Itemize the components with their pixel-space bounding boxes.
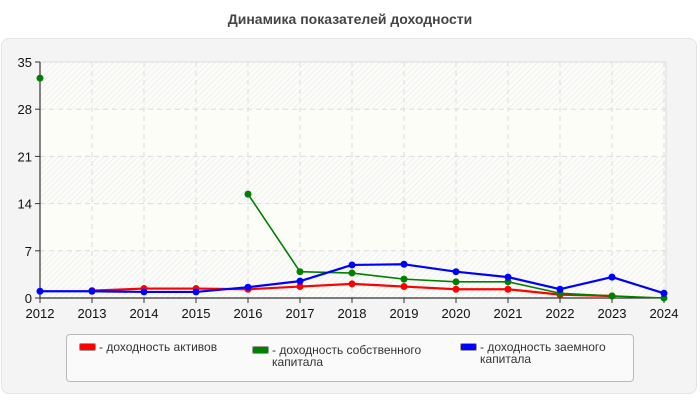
data-point xyxy=(244,283,252,291)
x-tick-label: 2016 xyxy=(234,306,263,321)
y-tick-label: 21 xyxy=(18,149,32,164)
x-tick-label: 2013 xyxy=(78,306,107,321)
data-point xyxy=(140,288,148,296)
data-point xyxy=(88,287,96,295)
data-point xyxy=(400,260,408,268)
data-point xyxy=(400,283,408,291)
legend-label: - доходность активов xyxy=(99,340,218,354)
blue-swatch-icon xyxy=(460,343,477,351)
y-tick-label: 35 xyxy=(18,55,32,70)
data-point xyxy=(452,278,460,286)
y-tick-label: 28 xyxy=(18,102,32,117)
y-tick-label: 14 xyxy=(18,197,32,212)
data-point xyxy=(36,74,44,82)
series-2 xyxy=(36,260,668,297)
data-point xyxy=(348,261,356,269)
y-tick-label: 7 xyxy=(25,244,32,259)
red-swatch-icon xyxy=(79,343,96,351)
data-point xyxy=(400,275,408,283)
data-point xyxy=(192,288,200,296)
data-point xyxy=(504,273,512,281)
data-point xyxy=(296,277,304,285)
data-point xyxy=(296,283,304,291)
data-point xyxy=(348,269,356,277)
legend-label: - доходность заемного капитала xyxy=(480,340,606,366)
y-tick-label: 0 xyxy=(25,291,32,306)
data-point xyxy=(36,287,44,295)
x-tick-label: 2021 xyxy=(494,306,523,321)
legend-label: - доходность собственного капитала xyxy=(272,343,422,369)
green-swatch-icon xyxy=(252,346,269,354)
data-point xyxy=(296,268,304,276)
x-tick-label: 2024 xyxy=(650,306,679,321)
chart-title: Динамика показателей доходности xyxy=(227,11,473,27)
x-tick-label: 2012 xyxy=(26,306,55,321)
data-point xyxy=(452,285,460,293)
data-point xyxy=(608,273,616,281)
x-tick-label: 2015 xyxy=(182,306,211,321)
data-point xyxy=(504,285,512,293)
x-tick-label: 2019 xyxy=(390,306,419,321)
plot-band xyxy=(40,156,666,204)
x-tick-label: 2014 xyxy=(130,306,159,321)
data-point xyxy=(348,280,356,288)
plot-band xyxy=(40,109,666,157)
data-point xyxy=(608,292,616,300)
axes: 0 7 14 21 28 35 2012 2013 2014 2015 2016 2017 2018 20… xyxy=(18,55,679,321)
data-point xyxy=(244,190,252,198)
x-tick-label: 2020 xyxy=(442,306,471,321)
data-point xyxy=(556,285,564,293)
data-series xyxy=(36,74,668,302)
x-tick-label: 2023 xyxy=(598,306,627,321)
legend: - доходность активов - доходность собств… xyxy=(66,334,634,382)
x-tick-label: 2022 xyxy=(546,306,575,321)
x-tick-label: 2017 xyxy=(286,306,315,321)
x-tick-label: 2018 xyxy=(338,306,367,321)
data-point xyxy=(660,289,668,297)
plot-band xyxy=(40,203,666,251)
plot-band xyxy=(40,62,666,110)
grid-lines xyxy=(40,61,667,298)
data-point xyxy=(452,268,460,276)
